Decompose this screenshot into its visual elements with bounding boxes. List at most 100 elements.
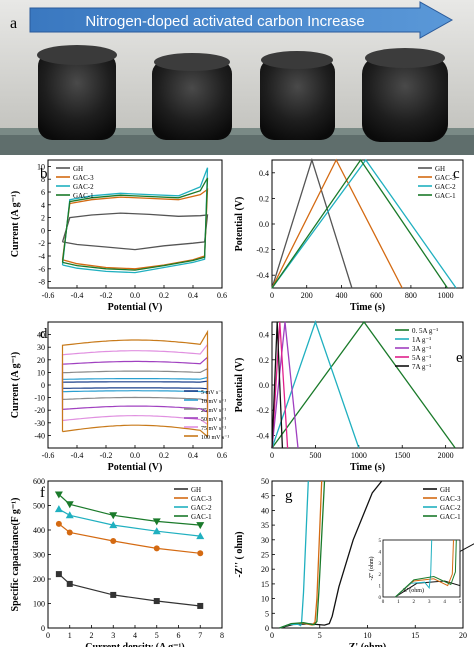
inset-frame (382, 539, 461, 598)
inset-x-tick-label: 0 (382, 600, 385, 605)
arrow-banner (29, 1, 454, 39)
y-tick-label-d: 40 (37, 331, 45, 340)
y-tick-label-f: 400 (33, 526, 45, 535)
axes-e: 0 500 1000 1500 2000 -0.4 -0.2 0.0 0.2 0.4 Time (s… (234, 320, 464, 473)
cv-scan-curve-10 mV s⁻¹ (61, 376, 209, 394)
x-tick-label-e: 500 (309, 451, 321, 460)
y-tick-label-d: -40 (34, 431, 45, 440)
x-tick-label-b: 0.6 (217, 291, 227, 300)
x-tick-label-b: -0.6 (42, 291, 55, 300)
legend-label-d: 5 mV s⁻¹ (201, 390, 223, 396)
x-tick-label-f: 6 (177, 631, 181, 640)
data-point-GAC-3 (110, 538, 117, 545)
x-tick-label-c: 800 (405, 291, 417, 300)
gcd-curve-GAC-1 (271, 158, 448, 289)
axes-f: 0 1 2 3 4 5 6 7 8 0 100 200 300 400 500 600 Current dens… (10, 477, 224, 647)
sample-pellet-1 (37, 45, 117, 140)
y-tick-label-f: 200 (33, 575, 45, 584)
legend-label-e: 7A g⁻¹ (412, 363, 431, 371)
cv-curve-GH (61, 212, 209, 251)
cv-curve-GAC-1 (61, 177, 209, 271)
inset-y-tick-label: 0 (379, 596, 382, 601)
x-tick-label-f: 3 (111, 631, 115, 640)
nyquist-curve-GAC-2 (279, 480, 309, 629)
panel-letter-e: e (456, 350, 463, 366)
legend-label-f: GAC-1 (191, 513, 212, 521)
x-axis-label-c: Time (s) (350, 302, 385, 313)
legend-label-d: 50 mV s⁻¹ (201, 417, 226, 423)
panel-letter-g: g (285, 488, 293, 504)
y-tick-label-g: 45 (261, 492, 269, 501)
x-axis-label-e: Time (s) (350, 462, 385, 473)
legend-label-e: 5A g⁻¹ (412, 354, 431, 362)
gcd-curve-GH (271, 157, 353, 289)
axes-d: -0.6 -0.4 -0.2 0.0 0.2 0.4 0.6 -40 -30 -20 -10 0 10 2… (10, 321, 229, 473)
x-tick-label-b: 0.2 (159, 291, 169, 300)
y-tick-label-g: 30 (261, 536, 269, 545)
cv-scan-curve-25 mV s⁻¹ (61, 367, 209, 402)
inset-y-tick-label: 5 (379, 539, 382, 544)
y-tick-label-g: 15 (261, 580, 269, 589)
cv-curve-GAC-3 (61, 188, 209, 270)
y-tick-label-d: -20 (34, 406, 45, 415)
inset-y-tick-label: 1 (379, 585, 382, 590)
x-tick-label-c: 600 (370, 291, 382, 300)
data-point-GAC-1 (152, 518, 161, 526)
cv-scan-curve-75 mV s⁻¹ (61, 342, 209, 426)
y-tick-label-b: 0 (41, 226, 45, 235)
y-axis-label-e: Potential (V) (234, 358, 245, 413)
x-axis-label-d: Potential (V) (108, 462, 163, 473)
x-tick-label-f: 8 (220, 631, 224, 640)
gcd-rate-curve-3A g⁻¹ (271, 321, 299, 449)
sample-pellet-4 (362, 48, 448, 142)
legend-label-f: GH (191, 486, 201, 494)
y-tick-label-b: -4 (38, 252, 45, 261)
x-tick-label-c: 0 (270, 291, 274, 300)
y-tick-label-g: 0 (265, 624, 269, 633)
legend-label-b: GAC-2 (73, 183, 94, 191)
data-point-GAC-2 (152, 527, 161, 535)
capacitance-line-GH (58, 573, 201, 607)
data-point-GAC-1 (109, 512, 118, 520)
gcd-rate-curve-0. 5A g⁻¹ (271, 320, 456, 449)
inset-y-label: -Z'' (ohm) (368, 557, 375, 581)
x-tick-label-b: 0.4 (188, 291, 198, 300)
x-tick-label-g: 15 (411, 631, 419, 640)
inset-y-tick-label: 2 (379, 573, 382, 578)
legend-label-d: 100 mV s⁻¹ (201, 435, 229, 441)
y-tick-label-d: 10 (37, 368, 45, 377)
x-tick-label-f: 1 (68, 631, 72, 640)
data-point-GAC-3 (66, 529, 73, 536)
x-tick-label-f: 0 (46, 631, 50, 640)
legend-label-c: GAC-1 (435, 192, 456, 200)
x-tick-label-f: 5 (155, 631, 159, 640)
plot-frame-d (47, 321, 223, 449)
legend-label-g: GAC-2 (440, 504, 461, 512)
y-tick-label-e: -0.2 (256, 406, 269, 415)
y-tick-label-f: 100 (33, 600, 45, 609)
inset-curve-GAC-1 (394, 539, 457, 598)
y-axis-label-g: -Z'' ( ohm) (234, 531, 245, 577)
x-tick-label-d: -0.4 (71, 451, 84, 460)
y-axis-label-b: Current (A g⁻¹) (10, 191, 21, 257)
y-tick-label-f: 500 (33, 502, 45, 511)
arrow-banner-text: Nitrogen-doped activated carbon Increase (85, 13, 364, 30)
gcd-rate-curve-1A g⁻¹ (271, 320, 360, 449)
x-tick-label-d: 0.4 (188, 451, 198, 460)
y-tick-label-g: 20 (261, 565, 269, 574)
legend-label-b: GAC-3 (73, 174, 94, 182)
legend-label-g: GAC-1 (440, 513, 461, 521)
y-tick-label-d: 0 (41, 381, 45, 390)
data-point-GH (66, 580, 73, 587)
data-point-GH (55, 571, 62, 578)
y-tick-label-e: 0.0 (259, 381, 269, 390)
gcd-rate-curve-7A g⁻¹ (271, 321, 284, 449)
legend-label-c: GAC-3 (435, 174, 456, 182)
panel-letter-b: b (40, 166, 48, 182)
y-tick-label-g: 5 (265, 609, 269, 618)
x-tick-label-d: -0.6 (42, 451, 55, 460)
